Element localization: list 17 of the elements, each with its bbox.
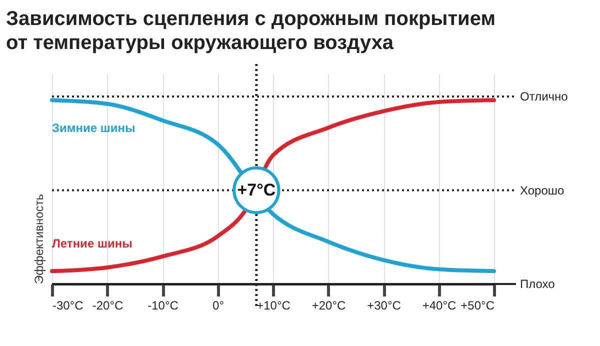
x-tick-label: +40°C — [422, 298, 456, 312]
x-tick-label: +10°C — [256, 298, 291, 312]
ref-line-label: Плохо — [520, 277, 556, 291]
ref-line-label: Отлично — [520, 90, 568, 104]
y-axis-title: Эффективность — [32, 194, 46, 284]
annotation: +7°C — [237, 180, 276, 200]
x-tick-label: 0° — [212, 298, 224, 312]
series-label: Летние шины — [52, 236, 132, 251]
ref-line-label: Хорошо — [520, 183, 565, 198]
x-tick-label: +30°C — [367, 298, 402, 312]
series-label: Зимние шины — [52, 120, 136, 135]
x-tick-label: -20°C — [92, 298, 124, 312]
x-tick-label: +20°C — [312, 298, 346, 312]
chart-title: Зависимость сцепления с дорожным покрытием от температуры окружающего воздуха — [6, 8, 496, 54]
x-tick-label: -10°C — [148, 298, 179, 312]
x-tick-label: +50°C — [460, 298, 495, 312]
x-tick-label: -30°C — [52, 298, 84, 312]
